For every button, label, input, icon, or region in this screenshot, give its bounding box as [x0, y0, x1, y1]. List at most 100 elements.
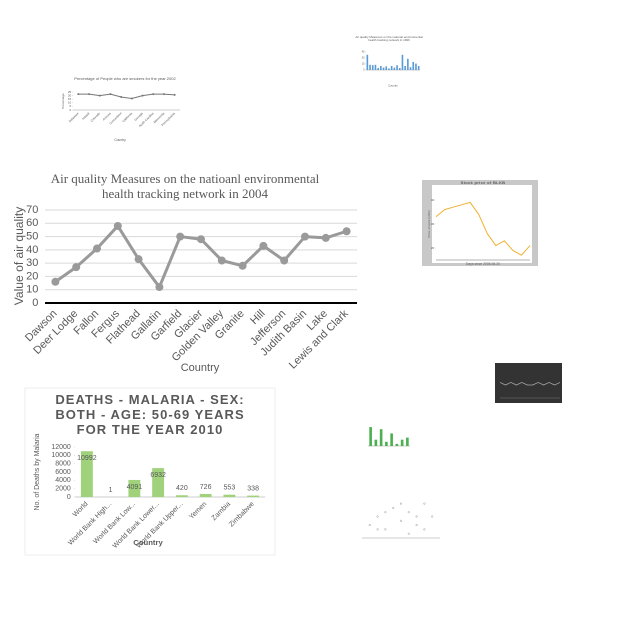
y-tick-label: 40 — [26, 244, 38, 256]
y-tick-label: 20 — [26, 270, 38, 282]
bar — [379, 429, 383, 446]
chart-title: Air quality Measures on the national env… — [355, 36, 423, 43]
point — [134, 255, 143, 264]
bar — [409, 67, 412, 70]
data-label: 726 — [200, 484, 212, 491]
bar — [199, 493, 212, 497]
x-axis-label: Country — [114, 138, 126, 142]
bar — [377, 68, 379, 70]
bar — [417, 66, 420, 70]
point — [407, 511, 410, 514]
point — [376, 528, 379, 531]
point — [176, 232, 185, 241]
point — [93, 244, 101, 253]
y-tick-label: 30 — [431, 222, 435, 226]
point — [376, 515, 379, 518]
x-tick-label: Hawaii — [81, 111, 90, 120]
bar — [388, 68, 390, 70]
bar — [369, 64, 371, 70]
point — [392, 506, 395, 509]
chart-title: DEATHS - MALARIA - SEX: BOTH - AGE: 50-6… — [55, 393, 245, 437]
bar — [380, 66, 382, 70]
point — [197, 235, 205, 244]
line — [435, 201, 531, 256]
x-tick-label: Colorado — [90, 111, 102, 123]
x-axis-label: Days since 2005-08-20 — [466, 262, 500, 266]
y-tick-label: 0 — [70, 108, 72, 112]
x-axis-label: Country — [181, 362, 220, 374]
x-tick-label: Georgia — [133, 111, 144, 122]
bar — [128, 479, 141, 497]
y-tick-label: 15 — [362, 63, 365, 66]
y-tick-label: 12000 — [51, 444, 71, 451]
y-tick-label: 2000 — [55, 486, 71, 493]
point — [423, 502, 426, 505]
y-tick-label: 8000 — [55, 461, 71, 468]
point — [109, 93, 112, 96]
data-label: 1 — [109, 487, 113, 494]
y-tick-label: 60 — [26, 217, 38, 229]
x-tick-label: Delaware — [68, 111, 80, 123]
point — [88, 93, 91, 96]
point — [162, 93, 165, 96]
chart-title-box: Air quality Measures on the natioanl env… — [51, 172, 320, 201]
bar — [223, 494, 236, 497]
x-axis-label: Country — [133, 538, 163, 547]
bar — [366, 54, 369, 70]
y-tick-label: 30 — [362, 57, 365, 60]
bar — [371, 65, 374, 70]
y-tick-label: 10000 — [51, 452, 71, 459]
y-axis-label: Price of stock (USD) — [427, 210, 431, 237]
point — [155, 283, 164, 292]
point — [259, 241, 268, 250]
bar — [395, 443, 399, 446]
bar — [390, 66, 393, 70]
y-axis-label: Percentage — [61, 93, 65, 109]
chart-title-box: Stock price of BLKB — [461, 181, 505, 185]
y-tick-label: 70 — [26, 204, 38, 216]
bar — [374, 64, 377, 70]
bar — [406, 437, 409, 446]
data-label: 6932 — [150, 472, 166, 479]
point — [120, 96, 123, 99]
line — [499, 382, 561, 386]
point — [368, 524, 371, 527]
bar — [247, 495, 260, 497]
point — [72, 263, 81, 272]
point — [431, 515, 434, 518]
bar — [415, 63, 417, 70]
point — [152, 93, 155, 96]
point — [217, 256, 226, 265]
x-tick-label: California — [121, 111, 133, 123]
point — [77, 93, 80, 96]
bar — [407, 58, 409, 70]
bar — [382, 67, 385, 70]
point — [384, 528, 387, 531]
y-tick-label: 50 — [26, 230, 38, 242]
point — [238, 261, 247, 270]
bar — [412, 62, 415, 70]
bar — [369, 427, 372, 446]
bar — [80, 451, 93, 497]
chart-title-box: DEATHS - MALARIA - SEX: BOTH - AGE: 50-6… — [55, 393, 245, 437]
chart-title: Percentage of People who are smokers for… — [74, 77, 176, 81]
point — [400, 502, 403, 505]
bar — [404, 66, 406, 70]
point — [141, 94, 144, 97]
bar — [385, 441, 388, 446]
chart-title-box: Air quality Measures on the national env… — [355, 36, 423, 43]
panel-frame — [24, 387, 276, 556]
bar — [393, 67, 396, 70]
point — [280, 256, 289, 265]
data-label: 338 — [247, 485, 259, 492]
bar — [152, 468, 165, 497]
panel-frame — [495, 363, 562, 403]
y-axis-label: No. of Deaths by Malaria — [34, 433, 41, 510]
point — [415, 524, 418, 527]
point — [321, 233, 330, 242]
x-axis-label: Country — [388, 84, 398, 88]
point — [301, 232, 309, 241]
point — [407, 532, 410, 535]
